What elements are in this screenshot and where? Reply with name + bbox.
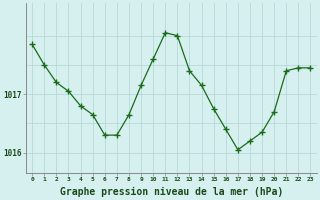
X-axis label: Graphe pression niveau de la mer (hPa): Graphe pression niveau de la mer (hPa) (60, 186, 283, 197)
